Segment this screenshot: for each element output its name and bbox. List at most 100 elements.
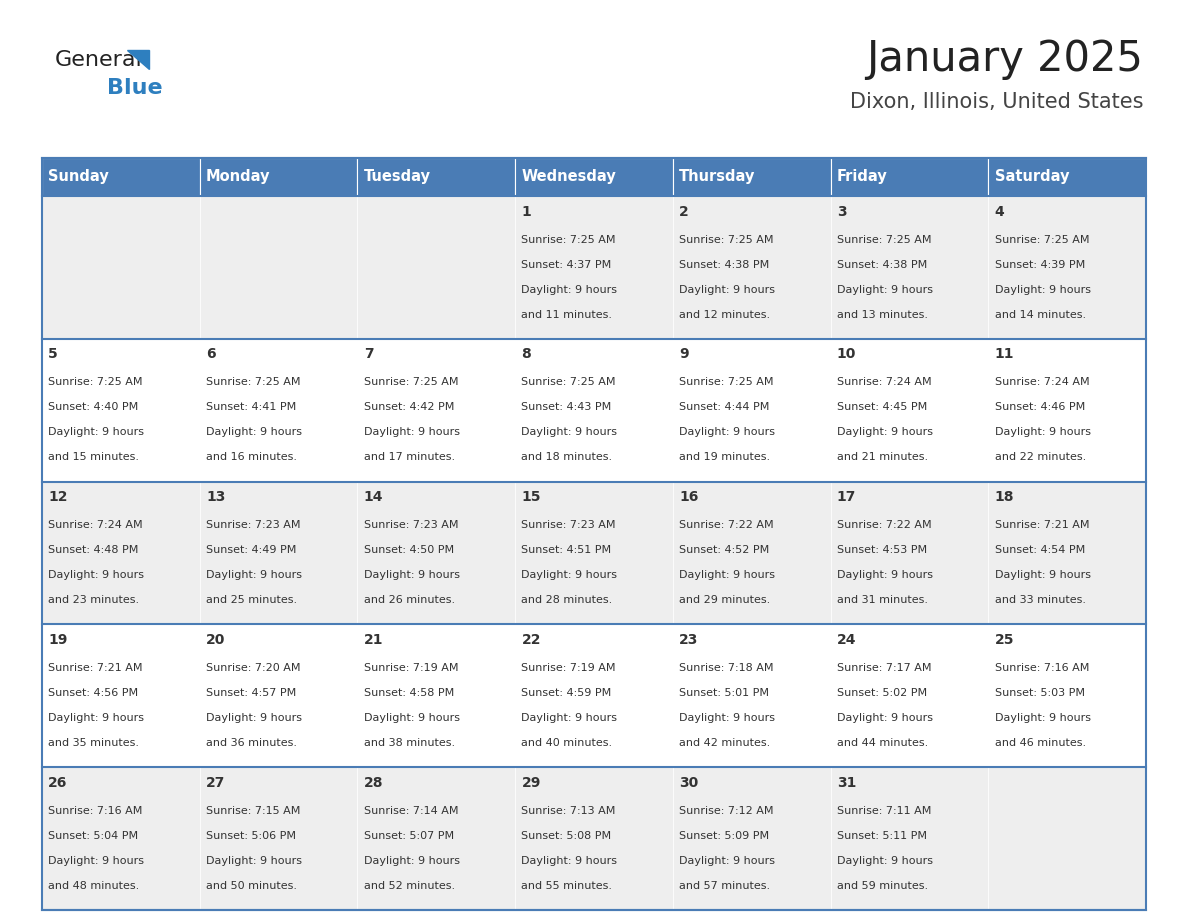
Text: and 16 minutes.: and 16 minutes. — [206, 453, 297, 463]
Bar — [830, 624, 988, 767]
Text: Sunset: 5:09 PM: Sunset: 5:09 PM — [680, 831, 770, 841]
Text: and 15 minutes.: and 15 minutes. — [49, 453, 139, 463]
Text: Sunrise: 7:23 AM: Sunrise: 7:23 AM — [206, 521, 301, 531]
Text: 16: 16 — [680, 490, 699, 504]
Text: Thursday: Thursday — [680, 170, 756, 185]
Text: Sunrise: 7:21 AM: Sunrise: 7:21 AM — [49, 663, 143, 673]
Text: 4: 4 — [994, 205, 1004, 218]
Text: 30: 30 — [680, 776, 699, 789]
Text: Sunset: 5:07 PM: Sunset: 5:07 PM — [364, 831, 454, 841]
Text: and 57 minutes.: and 57 minutes. — [680, 880, 770, 890]
Text: Sunrise: 7:16 AM: Sunrise: 7:16 AM — [49, 806, 143, 816]
Text: Sunset: 4:39 PM: Sunset: 4:39 PM — [994, 260, 1085, 270]
Text: and 13 minutes.: and 13 minutes. — [836, 309, 928, 319]
Text: 7: 7 — [364, 347, 373, 362]
Text: and 21 minutes.: and 21 minutes. — [836, 453, 928, 463]
Text: Sunset: 4:51 PM: Sunset: 4:51 PM — [522, 545, 612, 555]
Text: Saturday: Saturday — [994, 170, 1069, 185]
Bar — [358, 339, 516, 482]
Text: Sunrise: 7:25 AM: Sunrise: 7:25 AM — [994, 235, 1089, 244]
Bar — [988, 624, 1146, 767]
Text: 15: 15 — [522, 490, 541, 504]
Text: Sunrise: 7:13 AM: Sunrise: 7:13 AM — [522, 806, 615, 816]
Bar — [988, 482, 1146, 624]
Text: Daylight: 9 hours: Daylight: 9 hours — [680, 285, 775, 295]
Text: Sunset: 5:01 PM: Sunset: 5:01 PM — [680, 688, 769, 698]
Text: Daylight: 9 hours: Daylight: 9 hours — [206, 570, 302, 580]
Text: and 25 minutes.: and 25 minutes. — [206, 595, 297, 605]
Text: Dixon, Illinois, United States: Dixon, Illinois, United States — [849, 92, 1143, 112]
Text: Sunset: 4:56 PM: Sunset: 4:56 PM — [49, 688, 139, 698]
Bar — [200, 339, 358, 482]
Bar — [516, 624, 672, 767]
Text: Sunset: 4:57 PM: Sunset: 4:57 PM — [206, 688, 296, 698]
Text: Daylight: 9 hours: Daylight: 9 hours — [994, 713, 1091, 723]
Text: Daylight: 9 hours: Daylight: 9 hours — [364, 428, 460, 437]
Text: Sunrise: 7:25 AM: Sunrise: 7:25 AM — [680, 377, 773, 387]
Text: Daylight: 9 hours: Daylight: 9 hours — [680, 570, 775, 580]
Bar — [988, 196, 1146, 339]
Text: 24: 24 — [836, 633, 857, 647]
Text: 17: 17 — [836, 490, 857, 504]
Text: and 46 minutes.: and 46 minutes. — [994, 738, 1086, 748]
Bar — [672, 482, 830, 624]
Bar — [42, 624, 200, 767]
Text: and 23 minutes.: and 23 minutes. — [49, 595, 139, 605]
Text: and 18 minutes.: and 18 minutes. — [522, 453, 613, 463]
Text: and 42 minutes.: and 42 minutes. — [680, 738, 770, 748]
Text: Sunrise: 7:16 AM: Sunrise: 7:16 AM — [994, 663, 1089, 673]
Text: and 52 minutes.: and 52 minutes. — [364, 880, 455, 890]
Text: Daylight: 9 hours: Daylight: 9 hours — [522, 713, 618, 723]
Bar — [830, 339, 988, 482]
Text: 20: 20 — [206, 633, 226, 647]
Text: Sunset: 5:04 PM: Sunset: 5:04 PM — [49, 831, 139, 841]
Text: Sunset: 4:41 PM: Sunset: 4:41 PM — [206, 402, 296, 412]
Text: 10: 10 — [836, 347, 857, 362]
Text: 14: 14 — [364, 490, 384, 504]
Text: 26: 26 — [49, 776, 68, 789]
Text: January 2025: January 2025 — [866, 38, 1143, 80]
Text: and 48 minutes.: and 48 minutes. — [49, 880, 139, 890]
Text: and 12 minutes.: and 12 minutes. — [680, 309, 770, 319]
Text: Sunrise: 7:17 AM: Sunrise: 7:17 AM — [836, 663, 931, 673]
Text: Sunset: 4:43 PM: Sunset: 4:43 PM — [522, 402, 612, 412]
Text: Sunset: 5:11 PM: Sunset: 5:11 PM — [836, 831, 927, 841]
Bar — [830, 158, 988, 196]
Text: 19: 19 — [49, 633, 68, 647]
Bar — [42, 158, 1146, 910]
Text: Sunrise: 7:25 AM: Sunrise: 7:25 AM — [522, 235, 615, 244]
Text: Daylight: 9 hours: Daylight: 9 hours — [522, 285, 618, 295]
Bar — [516, 482, 672, 624]
Text: Daylight: 9 hours: Daylight: 9 hours — [364, 570, 460, 580]
Text: Daylight: 9 hours: Daylight: 9 hours — [522, 856, 618, 866]
Bar — [200, 482, 358, 624]
Text: Sunrise: 7:19 AM: Sunrise: 7:19 AM — [364, 663, 459, 673]
Text: Sunrise: 7:23 AM: Sunrise: 7:23 AM — [522, 521, 615, 531]
Text: and 38 minutes.: and 38 minutes. — [364, 738, 455, 748]
Bar — [42, 196, 200, 339]
Bar — [672, 158, 830, 196]
Bar — [988, 767, 1146, 910]
Text: 31: 31 — [836, 776, 857, 789]
Text: Sunrise: 7:25 AM: Sunrise: 7:25 AM — [680, 235, 773, 244]
Text: 3: 3 — [836, 205, 847, 218]
Bar — [516, 767, 672, 910]
Text: and 11 minutes.: and 11 minutes. — [522, 309, 613, 319]
Text: Sunrise: 7:20 AM: Sunrise: 7:20 AM — [206, 663, 301, 673]
Bar — [42, 339, 200, 482]
Text: Daylight: 9 hours: Daylight: 9 hours — [49, 713, 144, 723]
Text: Sunrise: 7:22 AM: Sunrise: 7:22 AM — [680, 521, 773, 531]
Text: 1: 1 — [522, 205, 531, 218]
Polygon shape — [127, 50, 148, 69]
Bar — [830, 482, 988, 624]
Text: and 17 minutes.: and 17 minutes. — [364, 453, 455, 463]
Text: and 40 minutes.: and 40 minutes. — [522, 738, 613, 748]
Text: Daylight: 9 hours: Daylight: 9 hours — [364, 856, 460, 866]
Text: 2: 2 — [680, 205, 689, 218]
Text: Sunrise: 7:25 AM: Sunrise: 7:25 AM — [206, 377, 301, 387]
Text: Monday: Monday — [206, 170, 271, 185]
Text: 22: 22 — [522, 633, 541, 647]
Text: General: General — [55, 50, 143, 70]
Text: Daylight: 9 hours: Daylight: 9 hours — [836, 285, 933, 295]
Text: Sunset: 4:46 PM: Sunset: 4:46 PM — [994, 402, 1085, 412]
